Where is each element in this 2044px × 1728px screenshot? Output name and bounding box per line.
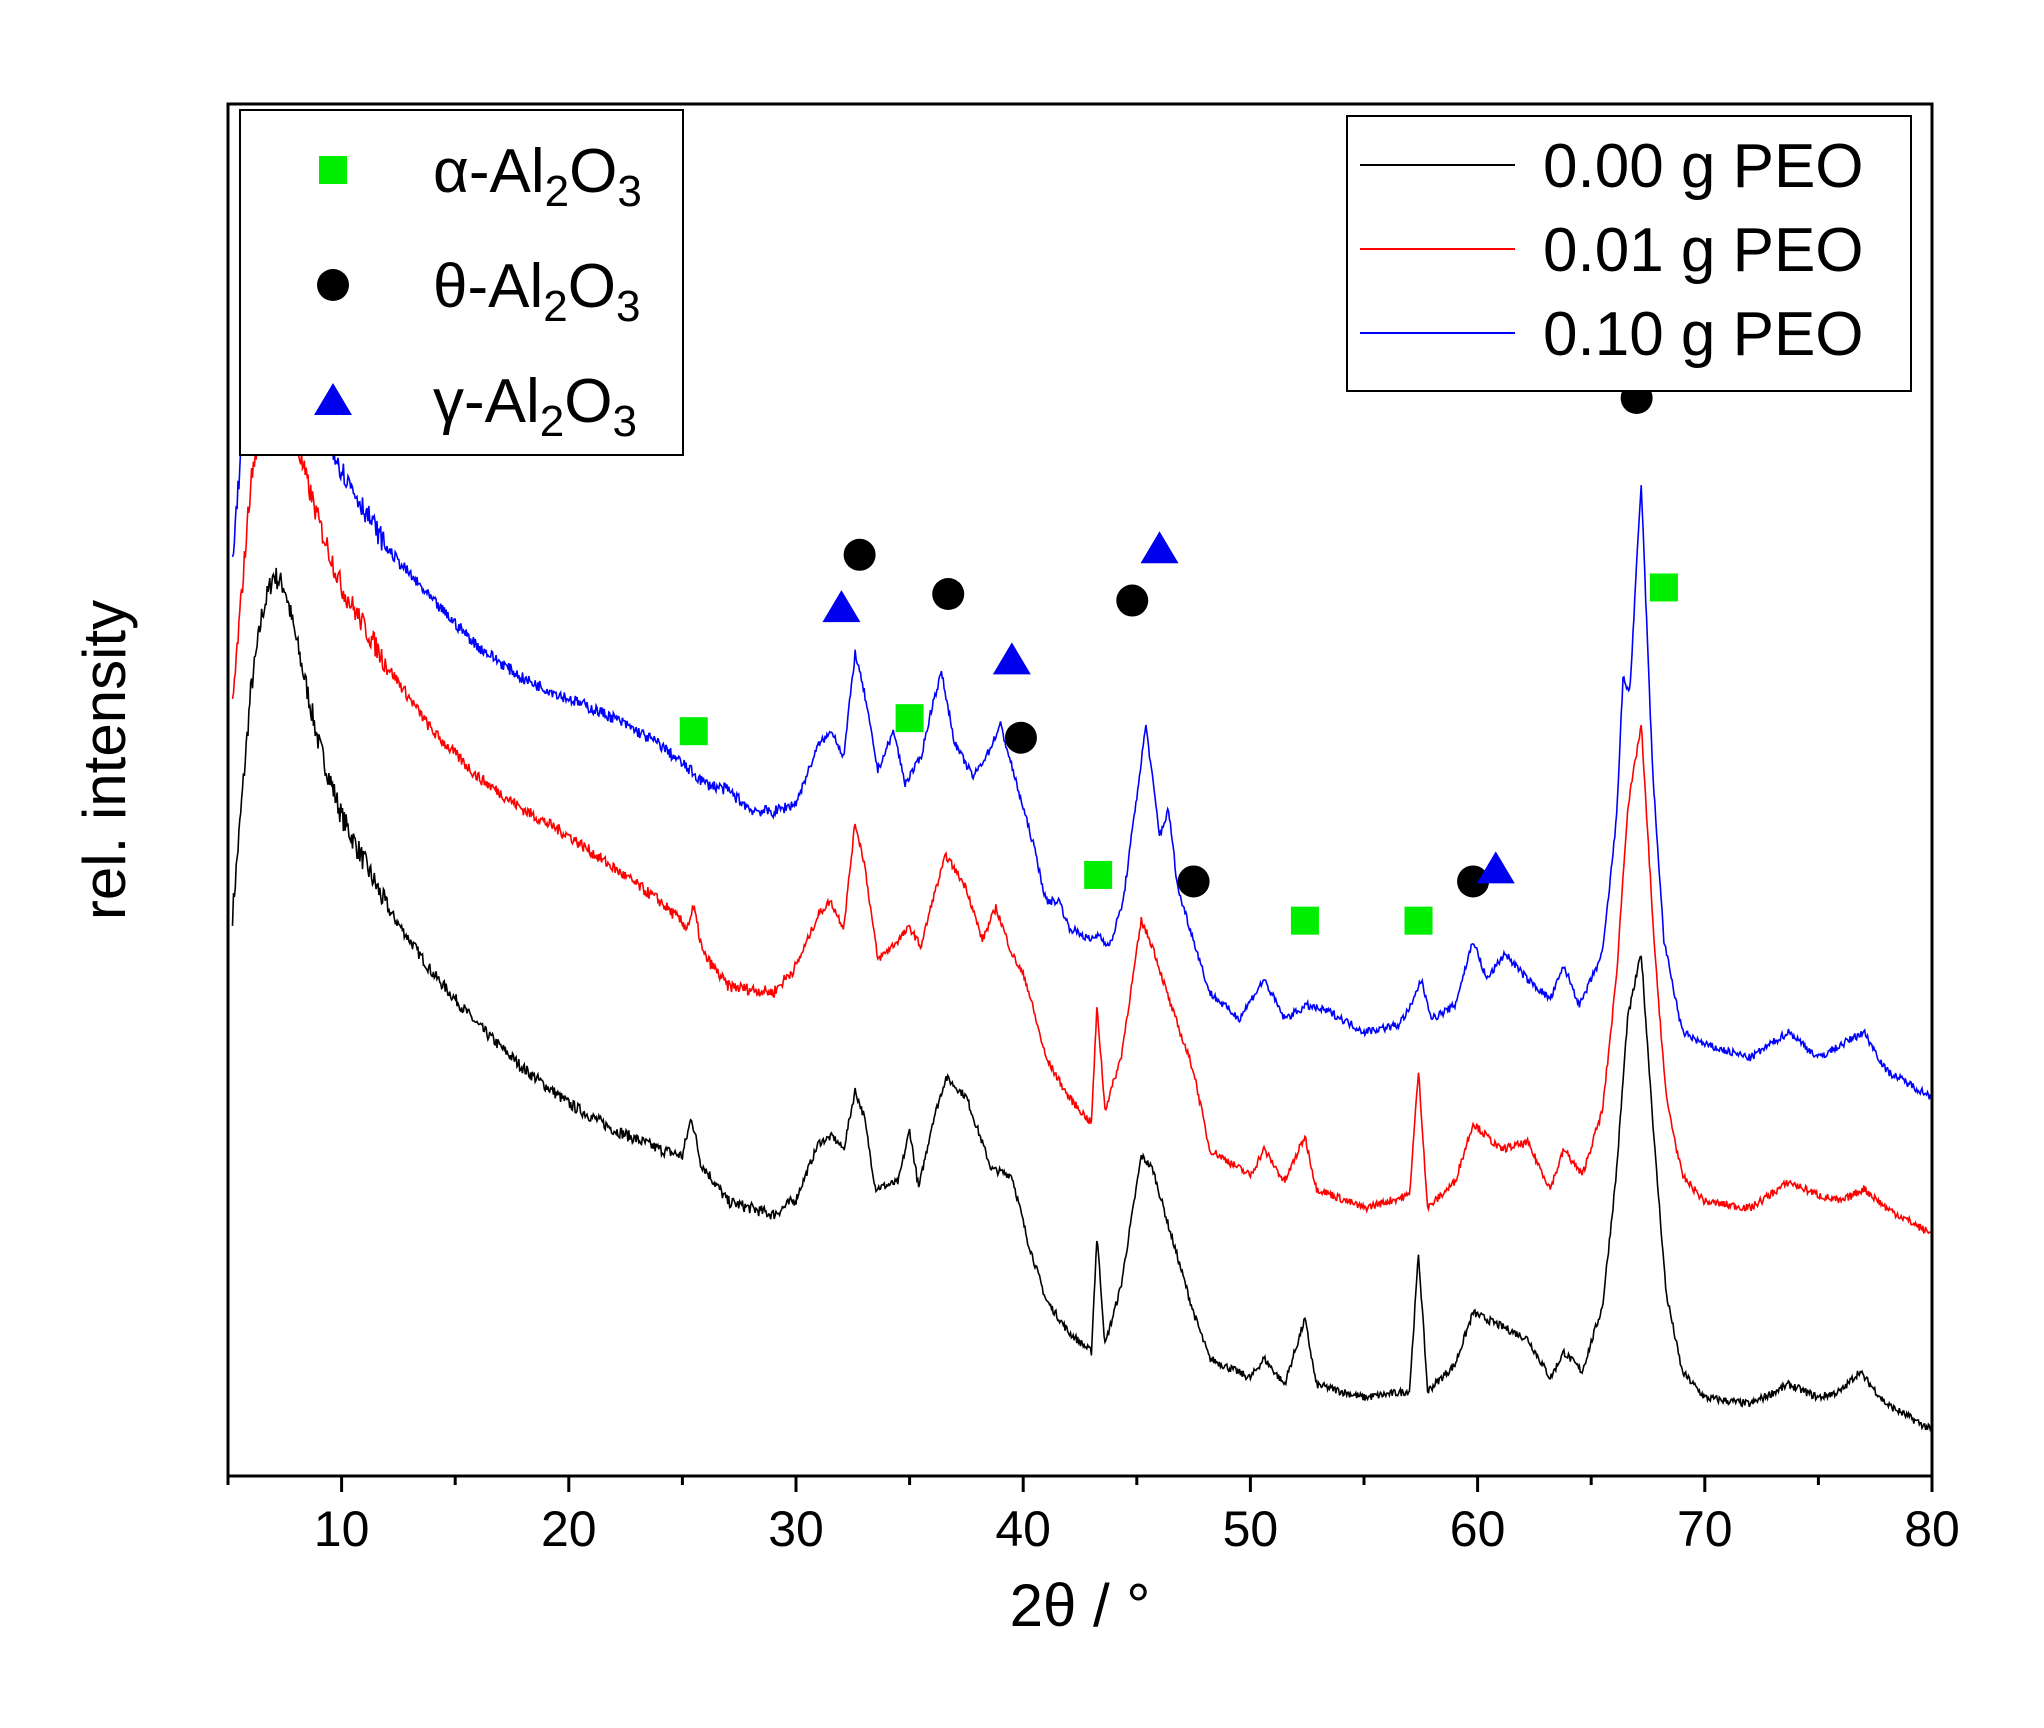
gamma-legend-label: γ-Al2O3 (433, 367, 637, 446)
theta-legend-label: θ-Al2O3 (433, 252, 640, 331)
x-tick-label: 30 (768, 1501, 824, 1557)
x-tick-label: 60 (1450, 1501, 1506, 1557)
x-axis-title: 2θ / ° (1010, 1572, 1151, 1639)
plot-frame (226, 102, 1934, 1478)
alpha-legend-label: α-Al2O3 (433, 137, 642, 216)
alpha-phase-marker (1290, 906, 1319, 935)
x-tick-label: 40 (995, 1501, 1051, 1557)
alpha-phase-marker (1084, 860, 1113, 889)
series-line-2 (231, 259, 1932, 1100)
series-legend: 0.00 g PEO 0.01 g PEO 0.10 g PEO (1346, 115, 1912, 392)
theta-phase-marker (1177, 865, 1210, 898)
alpha-phase-marker (895, 704, 924, 733)
x-tick-label: 50 (1223, 1501, 1279, 1557)
phase-marker-layer (679, 341, 1678, 935)
phase-legend: α-Al2O3 θ-Al2O3 γ-Al2O3 (239, 109, 684, 456)
series-legend-label-1: 0.01 g PEO (1543, 216, 1864, 285)
theta-legend-symbol (317, 269, 349, 301)
phase-legend-box (239, 109, 684, 456)
alpha-legend-symbol (319, 156, 347, 184)
gamma-phase-marker (1140, 531, 1179, 564)
theta-phase-marker (1116, 584, 1149, 617)
x-axis: 10 20 30 40 50 60 70 80 (226, 1476, 1960, 1557)
series-layer (231, 259, 1932, 1433)
x-tick-label: 20 (541, 1501, 597, 1557)
x-tick-label: 10 (314, 1501, 370, 1557)
alpha-phase-marker (1649, 573, 1678, 602)
gamma-legend-symbol (314, 383, 352, 415)
theta-phase-marker (932, 578, 965, 610)
gamma-phase-marker (1476, 851, 1515, 884)
x-tick-label: 80 (1904, 1501, 1960, 1557)
series-legend-box (1346, 115, 1912, 392)
series-legend-label-0: 0.00 g PEO (1543, 132, 1864, 201)
series-line-1 (231, 368, 1932, 1235)
series-legend-label-2: 0.10 g PEO (1543, 300, 1864, 369)
x-tick-label: 70 (1677, 1501, 1733, 1557)
theta-phase-marker (843, 538, 876, 571)
series-line-0 (231, 567, 1932, 1433)
theta-phase-marker (1457, 865, 1490, 898)
gamma-phase-marker (822, 590, 861, 623)
alpha-phase-marker (679, 717, 708, 746)
y-axis-title: rel. intensity (71, 600, 138, 920)
gamma-phase-marker (992, 642, 1031, 675)
theta-phase-marker (1004, 721, 1037, 754)
alpha-phase-marker (1404, 906, 1433, 935)
